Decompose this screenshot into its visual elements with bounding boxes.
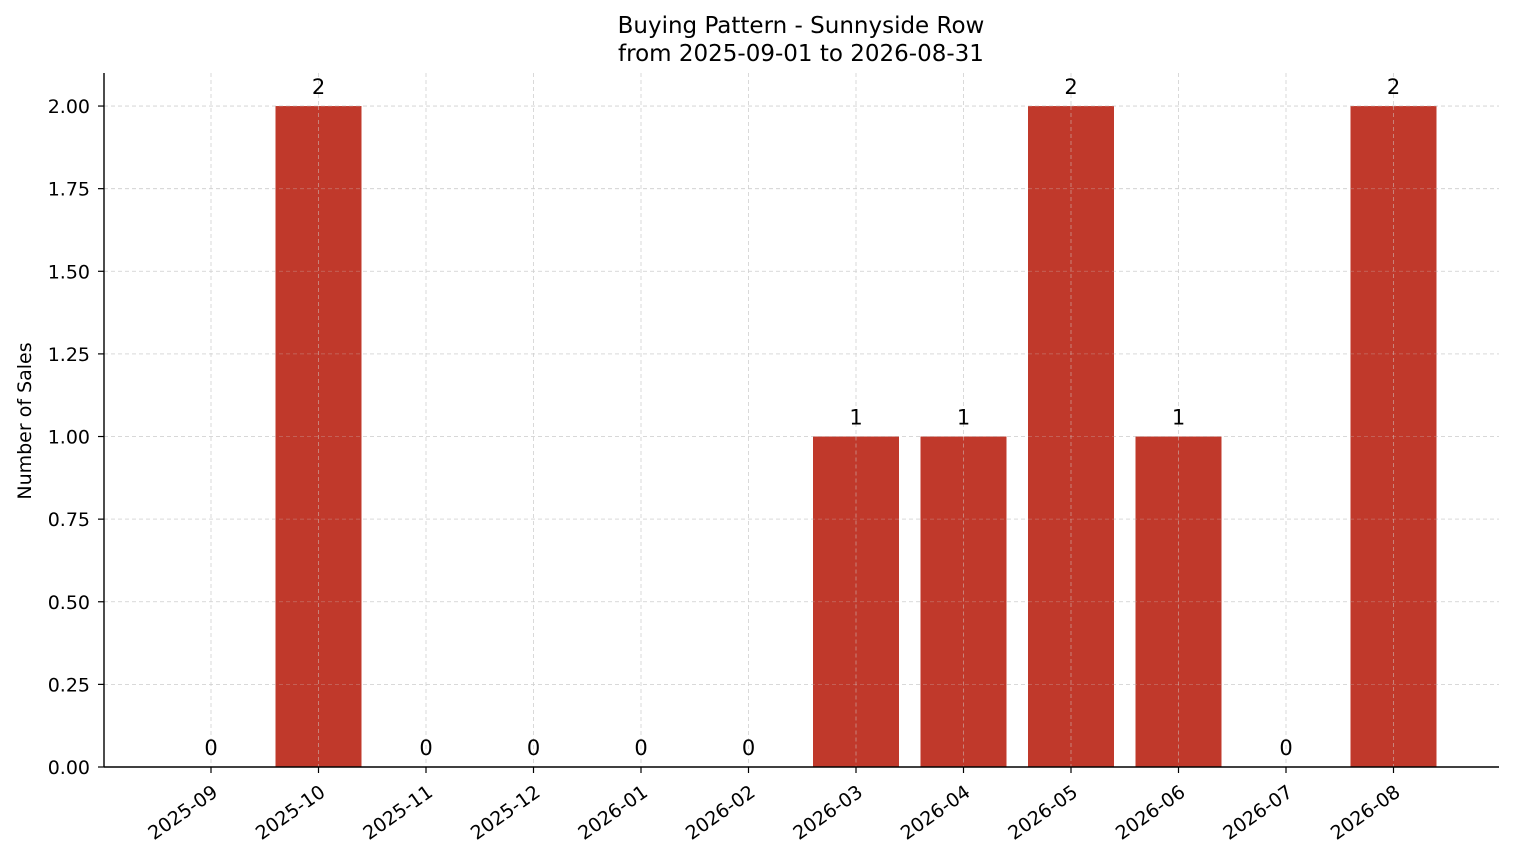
bar-value-label: 0 xyxy=(527,736,540,760)
y-axis-label: Number of Sales xyxy=(14,342,36,499)
bar-value-label: 0 xyxy=(1279,736,1292,760)
y-tick-label: 0.00 xyxy=(48,757,90,779)
y-tick-label: 0.25 xyxy=(48,674,90,696)
x-tick-label: 2026-02 xyxy=(682,781,760,845)
chart-title: Buying Pattern - Sunnyside Row xyxy=(618,13,985,39)
bar-value-label: 2 xyxy=(1387,75,1400,99)
y-tick-label: 1.50 xyxy=(48,261,90,283)
bar-value-label: 2 xyxy=(1064,75,1077,99)
y-tick-label: 2.00 xyxy=(48,96,90,118)
y-tick-label: 0.50 xyxy=(48,592,90,614)
x-tick-label: 2026-05 xyxy=(1004,781,1082,845)
x-tick-label: 2026-01 xyxy=(574,781,652,845)
data-labels: 0 2 0 0 0 0 1 1 2 1 0 2 xyxy=(104,75,1499,768)
x-tick-label: 2025-11 xyxy=(359,781,437,845)
bar-value-label: 0 xyxy=(742,736,755,760)
x-ticks: 2025-09 2025-10 2025-11 2025-12 2026-01 2026-… xyxy=(144,767,1404,845)
x-tick-label: 2026-07 xyxy=(1219,781,1297,845)
x-tick-label: 2026-04 xyxy=(897,781,975,845)
x-tick-label: 2025-12 xyxy=(467,781,545,845)
bar-value-label: 0 xyxy=(634,736,647,760)
chart-subtitle: from 2025-09-01 to 2026-08-31 xyxy=(618,41,984,67)
bar-value-label: 2 xyxy=(312,75,325,99)
bar-value-label: 1 xyxy=(1172,406,1185,430)
bar-value-label: 1 xyxy=(849,406,862,430)
bar-value-label: 0 xyxy=(419,736,432,760)
y-tick-label: 1.25 xyxy=(48,344,90,366)
y-tick-label: 1.75 xyxy=(48,179,90,201)
y-ticks: 0.00 0.25 0.50 0.75 1.00 1.25 1.50 1.75 2.00 xyxy=(48,96,104,779)
x-tick-label: 2026-06 xyxy=(1112,781,1190,845)
bar-value-label: 1 xyxy=(957,406,970,430)
x-tick-label: 2026-08 xyxy=(1327,781,1405,845)
bar-value-label: 0 xyxy=(204,736,217,760)
x-tick-label: 2025-10 xyxy=(252,781,330,845)
x-tick-label: 2025-09 xyxy=(144,781,222,845)
y-tick-label: 1.00 xyxy=(48,427,90,449)
y-tick-label: 0.75 xyxy=(48,509,90,531)
x-tick-label: 2026-03 xyxy=(789,781,867,845)
